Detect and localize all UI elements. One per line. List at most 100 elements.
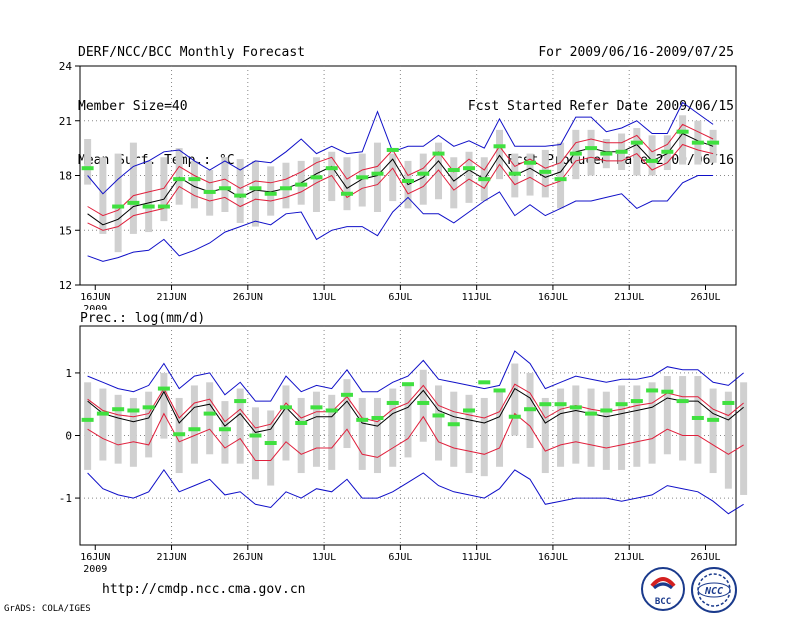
observed-marker xyxy=(539,402,552,407)
x-tick-label: 21JUL xyxy=(614,552,644,563)
observed-marker xyxy=(447,422,460,427)
inner-lower-line xyxy=(87,143,714,231)
spread-bar xyxy=(236,388,244,464)
spread-bar xyxy=(312,157,320,212)
x-tick-label: 11JUL xyxy=(462,292,492,303)
x-tick-label: 26JUN xyxy=(233,552,263,563)
y-tick-label: 15 xyxy=(59,224,72,237)
x-year-label: 2009 xyxy=(83,304,107,310)
observed-marker xyxy=(478,177,491,182)
outer-upper-line xyxy=(87,350,744,402)
ncc-logo-text: NCC xyxy=(704,586,723,597)
observed-marker xyxy=(386,147,399,152)
ncc-logo: NCC xyxy=(690,566,738,618)
observed-marker xyxy=(600,151,613,156)
observed-marker xyxy=(310,405,323,410)
spread-bar xyxy=(373,397,381,474)
x-tick-label: 21JUL xyxy=(614,292,644,303)
observed-marker xyxy=(417,400,430,405)
footer-url[interactable]: http://cmdp.ncc.cma.gov.cn xyxy=(102,582,306,597)
spread-bar xyxy=(99,157,107,234)
observed-marker xyxy=(615,149,628,154)
observed-marker xyxy=(417,171,430,176)
spread-bar xyxy=(267,166,275,216)
observed-marker xyxy=(279,405,292,410)
observed-marker xyxy=(142,204,155,209)
x-tick-label: 21JUN xyxy=(156,292,186,303)
spread-bar xyxy=(663,376,671,455)
spread-bar xyxy=(267,410,275,486)
x-tick-label: 16JUL xyxy=(538,552,568,563)
spread-bar xyxy=(709,129,717,163)
spread-bar xyxy=(633,128,641,176)
spread-bar xyxy=(465,151,473,203)
prec-title: Prec.: log(mm/d) xyxy=(80,311,205,326)
observed-marker xyxy=(630,140,643,145)
y-tick-label: 1 xyxy=(65,367,72,380)
y-tick-label: 0 xyxy=(65,430,72,443)
x-tick-label: 1JUL xyxy=(312,552,336,563)
observed-marker xyxy=(493,388,506,393)
observed-marker xyxy=(340,392,353,397)
observed-marker xyxy=(249,433,262,438)
observed-marker xyxy=(585,411,598,416)
inner-upper-line xyxy=(87,383,744,429)
observed-marker xyxy=(524,160,537,165)
observed-marker xyxy=(478,380,491,385)
observed-marker xyxy=(569,405,582,410)
observed-marker xyxy=(630,399,643,404)
observed-marker xyxy=(356,175,369,180)
observed-marker xyxy=(264,441,277,446)
spread-bar xyxy=(84,139,92,185)
observed-marker xyxy=(554,177,567,182)
spread-bar xyxy=(740,382,748,495)
spread-bar xyxy=(618,385,626,470)
observed-marker xyxy=(203,189,216,194)
observed-marker xyxy=(157,204,170,209)
spread-bar xyxy=(389,388,397,467)
observed-marker xyxy=(432,413,445,418)
observed-marker xyxy=(279,186,292,191)
observed-marker xyxy=(646,158,659,163)
observed-marker xyxy=(402,382,414,387)
bcc-logo: BCC xyxy=(640,566,686,616)
spread-bar xyxy=(190,160,198,209)
spread-bar xyxy=(557,142,565,209)
observed-marker xyxy=(295,420,308,425)
spread-bar xyxy=(526,153,534,196)
observed-marker xyxy=(356,417,369,422)
spread-bar xyxy=(679,376,687,461)
precipitation-chart: Prec.: log(mm/d) 16JUN 21JUN 26JUN 1JUL 6JUL 1… xyxy=(59,311,748,575)
spread-bar xyxy=(404,385,412,458)
observed-marker xyxy=(264,191,277,196)
spread-bar xyxy=(679,115,687,165)
spread-bar xyxy=(114,394,122,464)
spread-bar xyxy=(84,382,92,470)
spread-bar xyxy=(145,160,153,233)
spread-bar xyxy=(328,394,336,470)
spread-bar xyxy=(435,385,443,461)
spread-bar xyxy=(282,162,290,209)
observed-marker xyxy=(615,402,628,407)
outer-upper-line xyxy=(87,101,714,195)
observed-marker xyxy=(447,168,460,173)
outer-lower-line xyxy=(87,175,714,262)
observed-marker xyxy=(508,171,521,176)
observed-marker xyxy=(142,405,155,410)
spread-bar xyxy=(572,385,580,464)
forecast-period: For 2009/06/16-2009/07/25 xyxy=(538,45,734,60)
fcst-start-date: Fcst Started Refer Date 2009/06/15 xyxy=(467,99,734,114)
spread-bar xyxy=(557,388,565,467)
spread-bar xyxy=(496,129,504,180)
grads-credit: GrADS: COLA/IGES xyxy=(4,604,91,614)
x-tick-label: 6JUL xyxy=(388,292,412,303)
observed-marker xyxy=(112,407,125,412)
observed-marker xyxy=(463,166,476,171)
spread-bar xyxy=(282,385,290,461)
observed-marker xyxy=(661,389,674,394)
spread-bar xyxy=(648,382,656,464)
spread-bar xyxy=(206,382,214,455)
observed-marker xyxy=(676,399,689,404)
observed-marker xyxy=(295,182,308,187)
x-tick-label: 26JUL xyxy=(690,552,720,563)
